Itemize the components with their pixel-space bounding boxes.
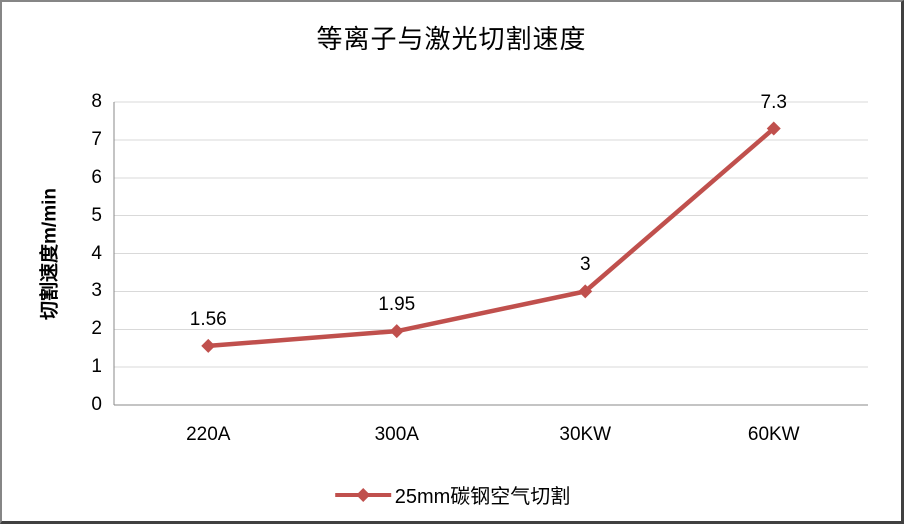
series-line: [206, 126, 776, 349]
data-point-label: 7.3: [760, 91, 787, 113]
x-category-label: 60KW: [747, 424, 800, 445]
x-category-label: 220A: [186, 424, 231, 445]
x-category-label: 30KW: [559, 424, 612, 445]
legend-line-marker-icon: [334, 487, 391, 502]
x-category-label: 300A: [374, 424, 419, 445]
y-tick-label: 1: [91, 356, 102, 378]
y-tick-label: 6: [91, 166, 102, 188]
data-point-label: 1.56: [189, 308, 227, 330]
data-point-label: 3: [579, 254, 591, 276]
y-tick-label: 0: [91, 394, 102, 415]
y-tick-label: 3: [91, 280, 102, 302]
y-tick-label: 2: [91, 318, 102, 340]
legend-series-label: 25mm碳钢空气切割: [394, 486, 571, 508]
chart-title: 等离子与激光切割速度: [316, 24, 587, 54]
y-tick-label: 8: [91, 91, 102, 112]
y-tick-label: 7: [91, 128, 102, 150]
data-point-marker: [201, 338, 216, 353]
y-tick-label: 4: [91, 242, 102, 264]
legend: 25mm碳钢空气切割: [333, 480, 571, 509]
data-point-marker: [766, 121, 781, 136]
y-tick-label: 5: [91, 204, 102, 226]
data-point-marker: [389, 324, 404, 339]
data-point-marker: [578, 284, 593, 299]
data-point-label: 1.95: [378, 294, 416, 316]
